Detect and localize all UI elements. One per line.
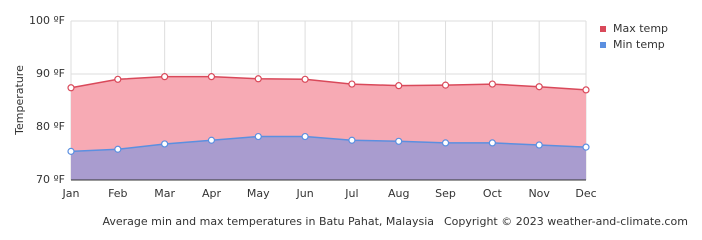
point (395, 137, 403, 145)
y-tick-label: 70 ºF (36, 173, 65, 186)
legend-label: Max temp (613, 22, 668, 35)
point (441, 81, 450, 89)
point (207, 73, 216, 81)
point (161, 73, 169, 81)
point (301, 132, 309, 141)
x-tick-label: Jan (62, 187, 80, 200)
point (254, 75, 262, 83)
chart: Temperature Average min and max temperat… (13, 14, 688, 228)
point (114, 75, 122, 83)
point (488, 80, 496, 88)
copyright: Copyright © 2023 weather-and-climate.com (444, 215, 688, 228)
x-tick-label: Sep (435, 187, 456, 200)
x-tick-label: Jul (344, 187, 358, 200)
y-tick-label: 90 ºF (36, 67, 65, 80)
legend-swatch (600, 26, 606, 32)
y-tick-label: 80 ºF (36, 120, 65, 133)
x-tick-label: Jun (295, 187, 313, 200)
point (535, 141, 543, 149)
point (301, 75, 309, 83)
y-axis-label: Temperature (13, 65, 26, 136)
point (441, 139, 450, 147)
x-tick-label: Apr (202, 187, 222, 200)
point (67, 147, 75, 155)
point (67, 84, 75, 92)
x-tick-label: May (247, 187, 270, 200)
page: {"chart_data": {"type": "area", "y_axis_… (13, 14, 688, 228)
x-tick-label: Dec (575, 187, 596, 200)
y-tick-label: 100 ºF (29, 14, 65, 27)
x-tick-label: Oct (483, 187, 503, 200)
point (582, 86, 590, 94)
point (348, 136, 356, 144)
point (207, 136, 216, 144)
point (161, 140, 169, 148)
x-tick-label: Mar (154, 187, 175, 200)
area (71, 136, 586, 180)
point (254, 132, 262, 141)
x-tick-label: Nov (528, 187, 550, 200)
point (582, 143, 590, 151)
legend-label: Min temp (613, 38, 665, 51)
line (70, 75, 587, 91)
x-tick-label: Feb (108, 187, 127, 200)
line (70, 135, 587, 153)
point (488, 139, 496, 147)
point (535, 83, 543, 91)
caption: Average min and max temperatures in Batu… (103, 215, 435, 228)
point (348, 80, 356, 88)
x-tick-label: Aug (388, 187, 409, 200)
point (114, 145, 122, 153)
legend-swatch (600, 42, 606, 48)
point (395, 82, 403, 90)
